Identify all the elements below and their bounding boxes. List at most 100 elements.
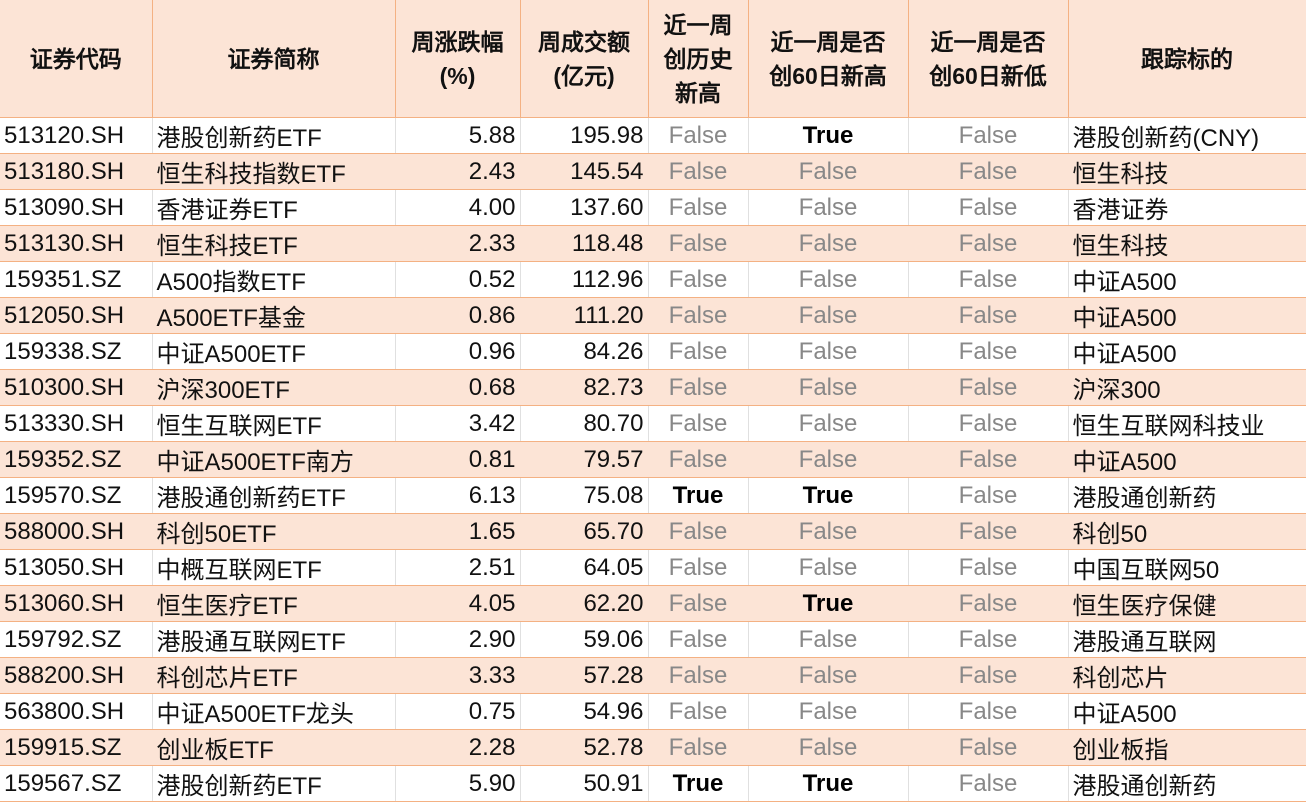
cell-60d-high: False [748, 657, 909, 694]
cell-60d-high: False [748, 405, 909, 442]
cell-60d-high: True [748, 117, 909, 154]
cell-60d-high: False [748, 729, 909, 766]
cell-tracking-index: 中证A500 [1068, 441, 1306, 478]
cell-60d-low: False [908, 765, 1069, 802]
cell-name: 港股创新药ETF [152, 117, 396, 154]
cell-weekly-change: 0.52 [395, 261, 521, 298]
cell-60d-high: False [748, 549, 909, 586]
cell-all-time-high: False [648, 549, 749, 586]
cell-weekly-turnover: 137.60 [520, 189, 649, 226]
cell-name: 沪深300ETF [152, 369, 396, 406]
cell-weekly-turnover: 112.96 [520, 261, 649, 298]
cell-60d-low: False [908, 549, 1069, 586]
cell-all-time-high: False [648, 513, 749, 550]
header-code: 证券代码 [0, 0, 153, 118]
cell-tracking-index: 恒生医疗保健 [1068, 585, 1306, 622]
header-all-time-high: 近一周 创历史 新高 [648, 0, 749, 118]
cell-weekly-turnover: 62.20 [520, 585, 649, 622]
cell-60d-low: False [908, 297, 1069, 334]
cell-weekly-change: 4.00 [395, 189, 521, 226]
cell-code: 513180.SH [0, 153, 153, 190]
cell-all-time-high: False [648, 297, 749, 334]
cell-tracking-index: 中证A500 [1068, 261, 1306, 298]
cell-weekly-change: 0.75 [395, 693, 521, 730]
cell-60d-high: True [748, 765, 909, 802]
cell-weekly-change: 6.13 [395, 477, 521, 514]
cell-60d-low: False [908, 441, 1069, 478]
table-row: 513090.SH 香港证券ETF 4.00 137.60 False False Fals… [0, 189, 1306, 226]
cell-weekly-turnover: 50.91 [520, 765, 649, 802]
cell-tracking-index: 恒生科技 [1068, 225, 1306, 262]
cell-weekly-turnover: 75.08 [520, 477, 649, 514]
cell-name: 科创芯片ETF [152, 657, 396, 694]
cell-code: 159338.SZ [0, 333, 153, 370]
cell-tracking-index: 港股通互联网 [1068, 621, 1306, 658]
table-row: 513060.SH 恒生医疗ETF 4.05 62.20 False True False 恒… [0, 585, 1306, 622]
cell-name: 科创50ETF [152, 513, 396, 550]
cell-60d-high: False [748, 369, 909, 406]
cell-name: 港股通创新药ETF [152, 477, 396, 514]
cell-name: 恒生科技ETF [152, 225, 396, 262]
cell-code: 159352.SZ [0, 441, 153, 478]
cell-60d-high: True [748, 585, 909, 622]
cell-weekly-turnover: 118.48 [520, 225, 649, 262]
cell-60d-low: False [908, 261, 1069, 298]
header-row: 证券代码 证券简称 周涨跌幅 (%) 周成交额 (亿元) 近一周 创历史 新高 近一周是否 创60日… [0, 0, 1306, 118]
cell-60d-high: False [748, 261, 909, 298]
cell-60d-low: False [908, 513, 1069, 550]
cell-name: 恒生互联网ETF [152, 405, 396, 442]
cell-weekly-change: 5.88 [395, 117, 521, 154]
cell-weekly-turnover: 65.70 [520, 513, 649, 550]
cell-tracking-index: 港股通创新药 [1068, 477, 1306, 514]
table-row: 513180.SH 恒生科技指数ETF 2.43 145.54 False False Fa… [0, 153, 1306, 190]
cell-60d-low: False [908, 189, 1069, 226]
cell-tracking-index: 恒生科技 [1068, 153, 1306, 190]
cell-weekly-change: 5.90 [395, 765, 521, 802]
cell-tracking-index: 沪深300 [1068, 369, 1306, 406]
cell-weekly-change: 0.68 [395, 369, 521, 406]
cell-code: 510300.SH [0, 369, 153, 406]
cell-60d-low: False [908, 729, 1069, 766]
cell-weekly-turnover: 54.96 [520, 693, 649, 730]
table-row: 159351.SZ A500指数ETF 0.52 112.96 False False Fa… [0, 261, 1306, 298]
cell-60d-high: False [748, 297, 909, 334]
cell-all-time-high: False [648, 261, 749, 298]
cell-all-time-high: False [648, 153, 749, 190]
cell-name: 中概互联网ETF [152, 549, 396, 586]
cell-code: 513050.SH [0, 549, 153, 586]
cell-all-time-high: False [648, 189, 749, 226]
cell-name: A500指数ETF [152, 261, 396, 298]
cell-weekly-change: 1.65 [395, 513, 521, 550]
table-row: 563800.SH 中证A500ETF龙头 0.75 54.96 False False F… [0, 693, 1306, 730]
cell-all-time-high: False [648, 657, 749, 694]
cell-code: 513330.SH [0, 405, 153, 442]
cell-weekly-turnover: 82.73 [520, 369, 649, 406]
cell-all-time-high: False [648, 441, 749, 478]
cell-60d-high: False [748, 189, 909, 226]
cell-weekly-turnover: 52.78 [520, 729, 649, 766]
cell-all-time-high: False [648, 333, 749, 370]
cell-60d-low: False [908, 369, 1069, 406]
cell-weekly-turnover: 59.06 [520, 621, 649, 658]
cell-60d-low: False [908, 153, 1069, 190]
header-60d-high: 近一周是否 创60日新高 [748, 0, 909, 118]
cell-name: 香港证券ETF [152, 189, 396, 226]
table-row: 513130.SH 恒生科技ETF 2.33 118.48 False False Fals… [0, 225, 1306, 262]
cell-code: 563800.SH [0, 693, 153, 730]
cell-tracking-index: 中证A500 [1068, 333, 1306, 370]
cell-weekly-change: 3.42 [395, 405, 521, 442]
cell-tracking-index: 中证A500 [1068, 693, 1306, 730]
table-row: 513050.SH 中概互联网ETF 2.51 64.05 False False Fals… [0, 549, 1306, 586]
cell-name: 恒生科技指数ETF [152, 153, 396, 190]
cell-name: 中证A500ETF龙头 [152, 693, 396, 730]
cell-60d-low: False [908, 585, 1069, 622]
header-weekly-turnover: 周成交额 (亿元) [520, 0, 649, 118]
cell-tracking-index: 中证A500 [1068, 297, 1306, 334]
cell-60d-high: False [748, 225, 909, 262]
cell-code: 159792.SZ [0, 621, 153, 658]
cell-weekly-turnover: 145.54 [520, 153, 649, 190]
cell-code: 513060.SH [0, 585, 153, 622]
cell-weekly-turnover: 195.98 [520, 117, 649, 154]
cell-60d-low: False [908, 657, 1069, 694]
cell-weekly-turnover: 84.26 [520, 333, 649, 370]
